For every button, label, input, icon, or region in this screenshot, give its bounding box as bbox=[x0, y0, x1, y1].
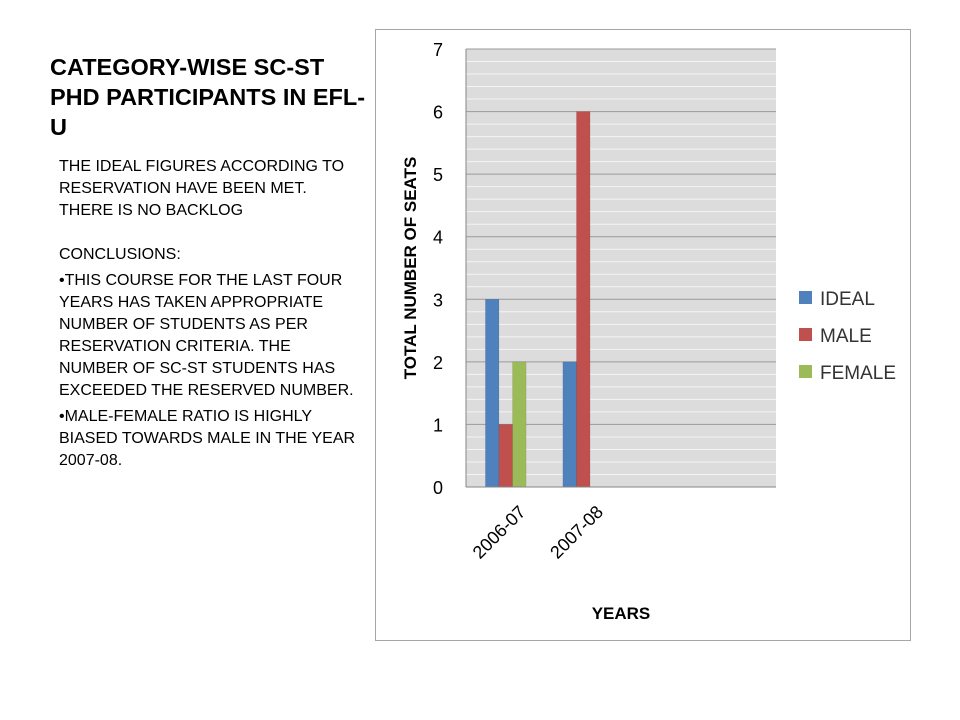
bar-chart: 0 1 2 3 4 5 6 7 2006-07 2007-08 TOTAL NUMBER OF … bbox=[401, 40, 896, 623]
conclusions-heading: CONCLUSIONS: bbox=[59, 246, 181, 263]
slide-title: CATEGORY-WISE SC-ST PHD PARTICIPANTS IN … bbox=[50, 54, 366, 140]
y-tick-label: 3 bbox=[433, 290, 443, 310]
intro-text: THE IDEAL FIGURES ACCORDING TO RESERVATI… bbox=[59, 158, 345, 219]
y-axis-label: TOTAL NUMBER OF SEATS bbox=[401, 157, 420, 380]
y-tick-labels: 0 1 2 3 4 5 6 7 bbox=[433, 40, 443, 498]
x-tick-label: 2006-07 bbox=[469, 502, 530, 563]
x-tick-labels: 2006-07 2007-08 bbox=[469, 502, 607, 563]
bar-male-2006-07 bbox=[498, 424, 513, 488]
bar-male-2007-08 bbox=[576, 111, 591, 488]
conclusion-bullet-1: •THIS COURSE FOR THE LAST FOUR YEARS HAS… bbox=[59, 272, 354, 399]
legend: IDEAL MALE FEMALE bbox=[799, 289, 896, 384]
legend-label-female: FEMALE bbox=[820, 363, 896, 384]
slide-body: THE IDEAL FIGURES ACCORDING TO RESERVATI… bbox=[59, 156, 359, 476]
legend-label-male: MALE bbox=[820, 326, 872, 347]
y-tick-label: 1 bbox=[433, 415, 443, 435]
legend-swatch-male bbox=[799, 328, 812, 341]
legend-swatch-ideal bbox=[799, 291, 812, 304]
legend-swatch-female bbox=[799, 365, 812, 378]
y-tick-label: 4 bbox=[433, 228, 443, 248]
y-tick-label: 5 bbox=[433, 165, 443, 185]
y-tick-label: 2 bbox=[433, 353, 443, 373]
y-tick-label: 7 bbox=[433, 40, 443, 60]
bar-ideal-2007-08 bbox=[562, 361, 577, 488]
x-tick-label: 2007-08 bbox=[546, 502, 607, 563]
chart-frame: 0 1 2 3 4 5 6 7 2006-07 2007-08 TOTAL NUMBER OF … bbox=[375, 29, 911, 641]
bars bbox=[485, 111, 591, 488]
y-tick-label: 0 bbox=[433, 478, 443, 498]
y-tick-label: 6 bbox=[433, 103, 443, 123]
legend-label-ideal: IDEAL bbox=[820, 289, 875, 310]
x-axis-label: YEARS bbox=[592, 604, 651, 623]
bar-ideal-2006-07 bbox=[485, 299, 500, 488]
bar-female-2006-07 bbox=[512, 361, 527, 488]
conclusion-bullet-2: •MALE-FEMALE RATIO IS HIGHLY BIASED TOWA… bbox=[59, 408, 356, 469]
